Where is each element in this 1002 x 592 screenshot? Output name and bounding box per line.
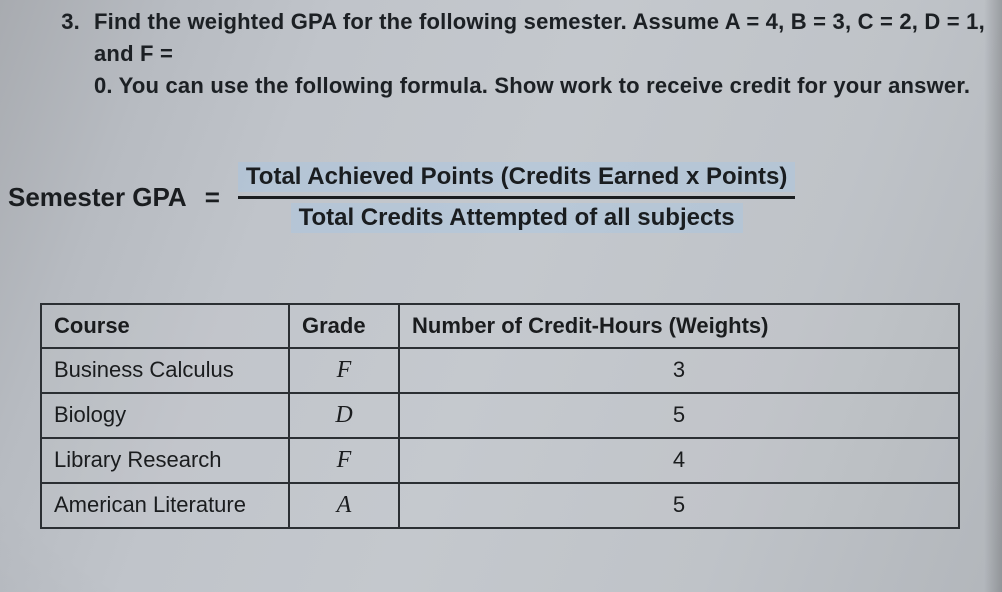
question-text-1: Find the weighted GPA for the following … [94, 6, 986, 70]
question-line-1: 3. Find the weighted GPA for the followi… [48, 6, 986, 70]
cell-credits: 5 [399, 393, 959, 438]
question-text-2: 0. You can use the following formula. Sh… [94, 70, 986, 102]
cell-credits: 4 [399, 438, 959, 483]
cell-course: Business Calculus [41, 348, 289, 393]
table-body: Business Calculus F 3 Biology D 5 Librar… [41, 348, 959, 528]
cell-grade: D [289, 393, 399, 438]
table-row: Biology D 5 [41, 393, 959, 438]
question-line-2: 0. You can use the following formula. Sh… [48, 70, 986, 102]
cell-credits: 5 [399, 483, 959, 528]
gpa-formula: Semester GPA = Total Achieved Points (Cr… [0, 160, 803, 235]
formula-equals: = [205, 182, 220, 213]
cell-grade: F [289, 348, 399, 393]
cell-course: Biology [41, 393, 289, 438]
grades-table: Course Grade Number of Credit-Hours (Wei… [40, 303, 960, 529]
cell-course: Library Research [41, 438, 289, 483]
formula-fraction: Total Achieved Points (Credits Earned x … [238, 162, 795, 233]
header-grade: Grade [289, 304, 399, 348]
question-block: 3. Find the weighted GPA for the followi… [40, 6, 1002, 102]
table-row: American Literature A 5 [41, 483, 959, 528]
cell-course: American Literature [41, 483, 289, 528]
formula-bar [238, 196, 795, 199]
cell-credits: 3 [399, 348, 959, 393]
formula-denominator: Total Credits Attempted of all subjects [291, 203, 743, 233]
header-credits: Number of Credit-Hours (Weights) [399, 304, 959, 348]
worksheet-background: 3. Find the weighted GPA for the followi… [0, 0, 1002, 592]
table-row: Library Research F 4 [41, 438, 959, 483]
question-number: 3. [48, 6, 94, 70]
header-course: Course [41, 304, 289, 348]
cell-grade: F [289, 438, 399, 483]
table-row: Business Calculus F 3 [41, 348, 959, 393]
question-number-spacer [48, 70, 94, 102]
formula-numerator: Total Achieved Points (Credits Earned x … [238, 162, 795, 192]
cell-grade: A [289, 483, 399, 528]
page-content: 3. Find the weighted GPA for the followi… [40, 6, 1002, 592]
formula-label: Semester GPA [8, 182, 187, 213]
table-header-row: Course Grade Number of Credit-Hours (Wei… [41, 304, 959, 348]
